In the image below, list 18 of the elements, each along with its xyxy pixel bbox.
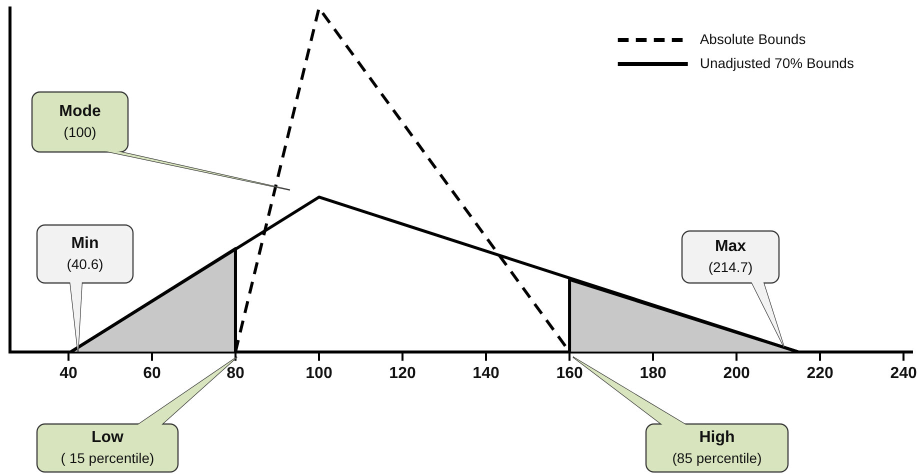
x-tick-label: 140 (472, 364, 500, 382)
x-tick-label: 220 (806, 364, 834, 382)
x-tick-label: 160 (556, 364, 583, 382)
x-tick-label: 100 (306, 364, 332, 382)
x-tick-label: 180 (640, 364, 666, 382)
x-tick-label: 120 (389, 364, 416, 382)
annotation: Max (214.7) (708, 237, 753, 277)
text: Low ( 15 percentile) (60, 428, 154, 468)
x-tick-label: 40 (60, 364, 78, 382)
annotation: Min (40.6) (66, 234, 104, 274)
x-tick-label: 80 (226, 364, 244, 382)
text: High (85 percentile) (672, 428, 762, 468)
annotation: Mode (100) (59, 102, 101, 142)
legend-label: Absolute Bounds (700, 30, 806, 47)
legend-label: Unadjusted 70% Bounds (700, 54, 854, 71)
x-tick-label: 240 (890, 364, 918, 382)
x-tick-label: 200 (723, 364, 750, 382)
x-tick-label: 60 (143, 364, 161, 382)
